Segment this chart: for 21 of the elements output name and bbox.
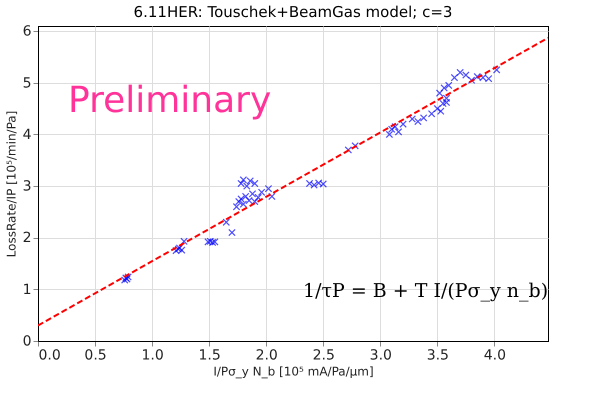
x-tick-label: 3.0 xyxy=(370,348,392,364)
x-tick-label: 2.0 xyxy=(256,348,278,364)
x-tick-label: 0.0 xyxy=(38,348,61,364)
y-tick-label: 1 xyxy=(22,282,32,298)
x-tick-label: 2.5 xyxy=(312,348,335,364)
x-tick-label: 1.0 xyxy=(141,348,164,364)
x-tick-label: 3.5 xyxy=(426,348,449,364)
y-tick-label: 2 xyxy=(22,230,32,246)
y-tick-label: 3 xyxy=(22,178,32,195)
chart-title: 6.11HER: Touschek+BeamGas model; c=3 xyxy=(134,3,452,22)
y-tick-label: 0 xyxy=(22,334,32,350)
y-axis-title: LossRate/IP [10⁵/min/Pa] xyxy=(4,110,19,258)
y-tick-label: 6 xyxy=(22,24,32,40)
x-tick-label: 0.5 xyxy=(84,348,107,364)
annotation: 1/τP = B + T I/(Pσ_y n_b) xyxy=(303,280,548,302)
x-tick-label: 4.0 xyxy=(484,348,506,364)
y-tick-label: 5 xyxy=(22,75,32,92)
annotation: Preliminary xyxy=(68,80,272,121)
x-axis-title: I/Pσ_y N_b [10⁵ mA/Pa/μm] xyxy=(213,364,374,378)
y-tick-label: 4 xyxy=(22,126,32,143)
x-tick-label: 1.5 xyxy=(198,348,221,364)
